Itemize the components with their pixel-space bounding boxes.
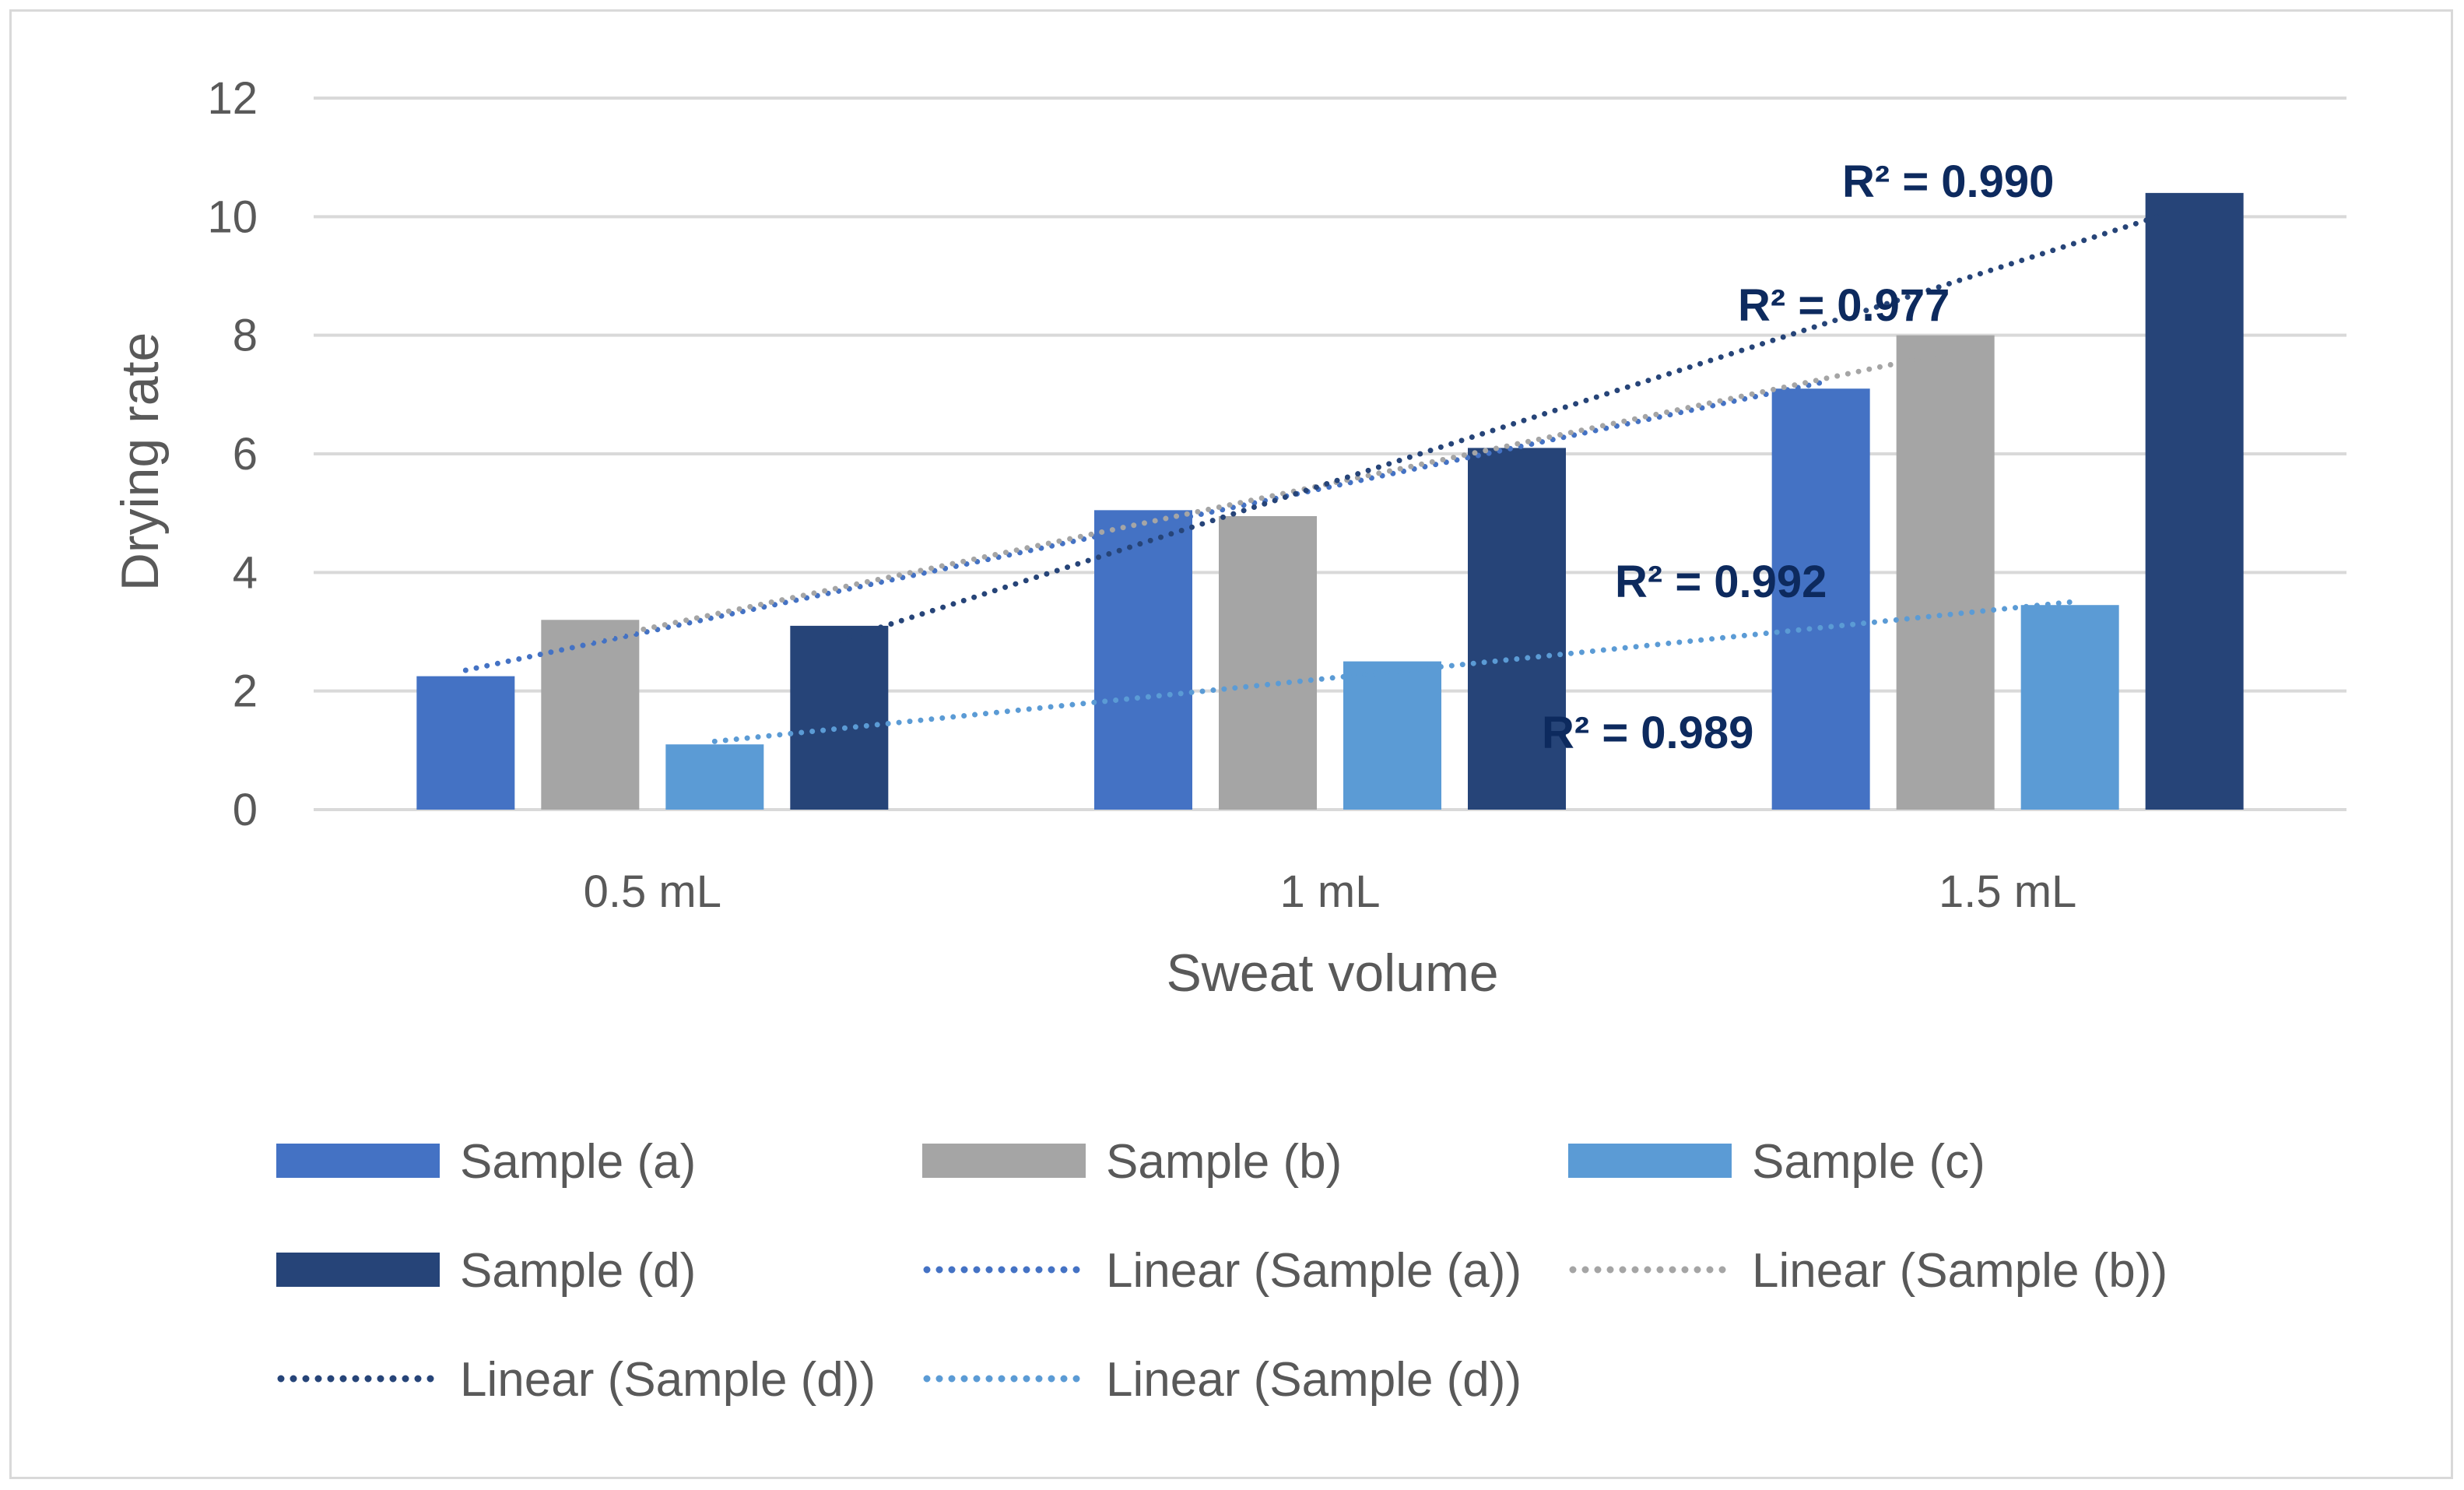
legend: Sample (a) Sample (b) Sample (c) Sample (d)… (276, 1135, 2167, 1407)
y-tick-labels: 0 2 4 6 8 10 12 (207, 73, 258, 835)
y-tick-label: 8 (233, 311, 258, 361)
trendline-sample-b (587, 350, 1949, 644)
trendline-sample-d (836, 202, 2198, 644)
legend-label: Sample (b) (1106, 1135, 1342, 1189)
bars (416, 192, 2244, 810)
y-tick-label: 0 (233, 785, 258, 835)
x-tick-labels: 0.5 mL 1 mL 1.5 mL (584, 866, 2077, 917)
x-axis-title: Sweat volume (1166, 944, 1498, 1003)
bar-sample-c-1 (1343, 661, 1441, 810)
x-tick-label: 0.5 mL (584, 866, 721, 917)
legend-label: Linear (Sample (b)) (1752, 1244, 2167, 1298)
chart-frame: 0 2 4 6 8 10 12 0.5 mL 1 mL 1.5 mL Drying rate S… (9, 9, 2453, 1479)
y-tick-label: 12 (207, 73, 258, 124)
bar-chart: 0 2 4 6 8 10 12 0.5 mL 1 mL 1.5 mL Drying rate S… (111, 73, 2346, 1407)
y-tick-label: 6 (233, 429, 258, 480)
r2-label-b: R² = 0.977 (1738, 280, 1950, 331)
legend-label: Sample (d) (460, 1244, 696, 1298)
bar-sample-c-2 (2020, 605, 2119, 810)
bar-sample-a-0 (416, 676, 515, 810)
r2-label-c: R² = 0.989 (1542, 708, 1753, 758)
bar-sample-a-1 (1094, 510, 1192, 810)
legend-label: Linear (Sample (a)) (1106, 1244, 1522, 1298)
bar-sample-b-0 (541, 620, 640, 810)
legend-swatch (922, 1144, 1086, 1178)
legend-swatch (1568, 1144, 1732, 1178)
legend-label: Sample (a) (460, 1135, 696, 1189)
r2-label-a: R² = 0.992 (1615, 557, 1827, 607)
bar-sample-d-1 (1468, 448, 1566, 810)
y-axis-title: Drying rate (111, 332, 170, 592)
legend-label: Sample (c) (1752, 1135, 1985, 1189)
r2-label-d: R² = 0.990 (1842, 156, 2054, 207)
trendlines (462, 202, 2198, 744)
legend-swatch (276, 1144, 440, 1178)
bar-sample-b-1 (1219, 515, 1317, 810)
trendline-sample-a (462, 380, 1824, 673)
bar-sample-b-2 (1896, 335, 1995, 810)
gridlines (314, 97, 2346, 811)
legend-swatch (276, 1253, 440, 1287)
trendline-sample-c (711, 599, 2073, 744)
legend-label: Linear (Sample (d)) (1106, 1353, 1522, 1407)
y-tick-label: 4 (233, 547, 258, 598)
y-tick-label: 10 (207, 192, 258, 242)
x-tick-label: 1 mL (1280, 866, 1381, 917)
y-tick-label: 2 (233, 666, 258, 717)
bar-sample-d-0 (790, 625, 889, 810)
legend-label: Linear (Sample (d)) (460, 1353, 876, 1407)
x-tick-label: 1.5 mL (1939, 866, 2076, 917)
bar-sample-c-0 (665, 744, 764, 810)
bar-sample-a-2 (1771, 388, 1870, 810)
bar-sample-d-2 (2145, 192, 2244, 810)
